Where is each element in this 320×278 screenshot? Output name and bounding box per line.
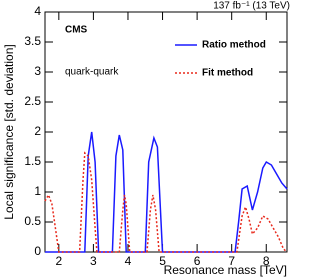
y-tick-label: 3 — [34, 64, 41, 78]
legend-label: Ratio method — [202, 40, 266, 51]
experiment-label: CMS — [65, 25, 88, 36]
y-tick-label: 0 — [34, 244, 41, 258]
y-axis-label: Local significance [std. deviation] — [2, 44, 16, 219]
x-tick-label: 8 — [263, 254, 270, 268]
y-tick-label: 0.5 — [24, 214, 41, 228]
y-tick-label: 1.5 — [24, 154, 41, 168]
annotation: quark-quark — [65, 67, 119, 78]
y-tick-label: 2 — [34, 124, 41, 138]
chart: 137 fb⁻¹ (13 TeV) CMS quark-quark Resona… — [2, 1, 290, 278]
y-tick-label: 3.5 — [24, 34, 41, 48]
series-line — [44, 151, 288, 253]
series-line — [45, 131, 288, 253]
y-tick-label: 1 — [34, 184, 41, 198]
x-tick-label: 3 — [90, 254, 97, 268]
y-tick-label: 4 — [34, 4, 41, 18]
y-tick-label: 2.5 — [24, 94, 41, 108]
top-label: 137 fb⁻¹ (13 TeV) — [213, 1, 290, 12]
x-tick-label: 5 — [159, 254, 166, 268]
x-axis-label: Resonance mass [TeV] — [164, 263, 287, 277]
legend-label: Fit method — [202, 68, 253, 79]
x-tick-label: 7 — [228, 254, 235, 268]
x-tick-label: 2 — [55, 254, 62, 268]
x-tick-label: 6 — [194, 254, 201, 268]
x-tick-label: 4 — [125, 254, 132, 268]
